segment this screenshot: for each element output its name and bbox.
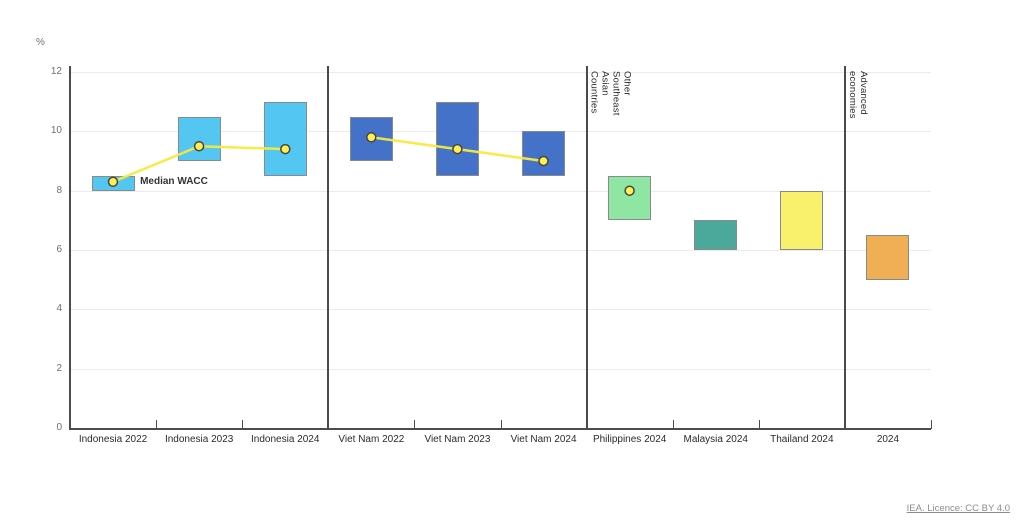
range-bar[interactable] <box>263 101 307 176</box>
x-tick-label: Viet Nam 2022 <box>338 434 405 445</box>
x-tick-label: Indonesia 2024 <box>251 434 320 445</box>
median-dot[interactable] <box>538 155 549 167</box>
range-bar[interactable] <box>522 131 565 176</box>
median-dot[interactable] <box>452 143 463 155</box>
y-axis-unit-label: % <box>36 37 45 48</box>
group-separator-label: Advanced economies <box>846 71 869 119</box>
group-separator-line <box>843 66 846 428</box>
y-tick-label: 0 <box>56 422 62 433</box>
x-tick-label: Malaysia 2024 <box>683 434 748 445</box>
median-dot[interactable] <box>624 185 635 196</box>
grid-line <box>70 72 931 73</box>
grid-line <box>70 131 931 133</box>
x-tick-label: Viet Nam 2023 <box>424 434 491 445</box>
y-tick-label: 6 <box>56 244 62 255</box>
median-overlay <box>107 132 635 196</box>
x-tick-label: Philippines 2024 <box>592 434 667 445</box>
range-bar[interactable] <box>780 190 824 250</box>
range-bar[interactable] <box>694 220 738 250</box>
x-tick-label: Indonesia 2023 <box>164 434 234 445</box>
range-bar[interactable] <box>177 116 221 161</box>
x-tick-label: Viet Nam 2024 <box>510 434 577 445</box>
x-axis-tick <box>931 420 932 429</box>
y-tick-label: 2 <box>56 362 62 374</box>
grid-line <box>70 309 931 311</box>
grid-line <box>70 190 931 192</box>
licence-link[interactable]: IEA. Licence: CC BY 4.0 <box>906 503 1010 514</box>
x-axis-tick <box>758 420 760 429</box>
x-axis-tick <box>156 420 158 429</box>
x-axis-tick <box>500 420 502 429</box>
x-tick-label: 2024 <box>876 434 900 445</box>
grid-line <box>70 250 931 251</box>
median-dot[interactable] <box>107 176 119 188</box>
range-bar[interactable] <box>866 235 910 280</box>
y-axis-line <box>69 66 71 428</box>
y-tick-label: 8 <box>56 184 62 196</box>
group-separator-line <box>327 66 330 428</box>
y-tick-label: 12 <box>50 66 62 77</box>
range-bar[interactable] <box>608 175 652 221</box>
y-tick-label: 4 <box>56 303 62 315</box>
y-tick-label: 10 <box>50 125 62 137</box>
group-separator-label: Other Southeast Asian Countries <box>588 71 633 116</box>
grid-line <box>70 368 931 370</box>
median-wacc-label: Median WACC <box>140 175 208 187</box>
x-axis-tick <box>242 420 244 429</box>
x-axis-tick <box>672 420 674 429</box>
x-axis-tick <box>414 420 416 429</box>
group-separator-line <box>585 66 588 428</box>
median-dot[interactable] <box>366 132 377 143</box>
median-dot[interactable] <box>193 140 205 152</box>
x-tick-label: Thailand 2024 <box>770 434 834 445</box>
range-bar[interactable] <box>435 101 479 176</box>
median-dot[interactable] <box>280 143 291 155</box>
x-tick-label: Indonesia 2022 <box>78 434 148 445</box>
x-axis-line <box>69 428 931 430</box>
